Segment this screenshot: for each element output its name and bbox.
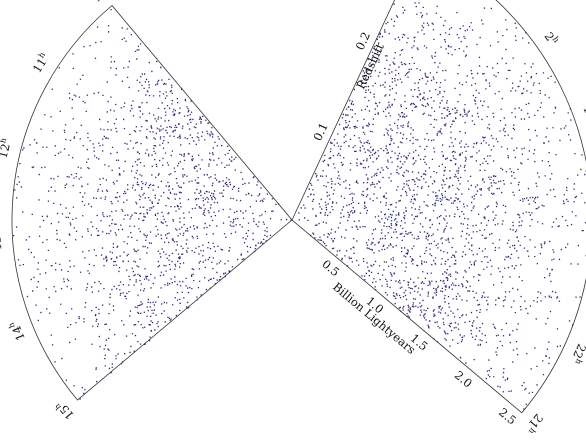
ra-hour-label: 14h <box>6 319 27 343</box>
wedge-outlines <box>11 0 586 414</box>
ra-hour-label: 12h <box>0 137 14 160</box>
distance-tick-label: 0.5 <box>319 257 342 279</box>
ra-hour-label: 21h <box>522 411 546 436</box>
distance-tick-label: 2.5 <box>496 405 519 427</box>
right-wedge-outline <box>291 0 586 414</box>
ra-hour-label: 22h <box>568 342 586 366</box>
left-wedge-points <box>13 9 292 400</box>
right-wedge-points <box>298 2 586 410</box>
ra-hour-label: 1h <box>580 103 586 120</box>
distance-tick-label: 2.0 <box>452 368 475 390</box>
left-wedge-outline <box>11 4 293 401</box>
ra-hour-label: 11h <box>29 51 52 76</box>
redshift-tick-label: 0.1 <box>310 120 330 142</box>
ra-hour-label: 15h <box>53 398 77 423</box>
distance-axis-label: Billion Lightyears <box>330 280 418 357</box>
galaxy-points <box>13 2 586 410</box>
ra-hour-label: 2h <box>542 29 561 48</box>
ra-hour-label: 13h <box>0 230 4 251</box>
ra-hour-label: 10h <box>89 0 114 5</box>
